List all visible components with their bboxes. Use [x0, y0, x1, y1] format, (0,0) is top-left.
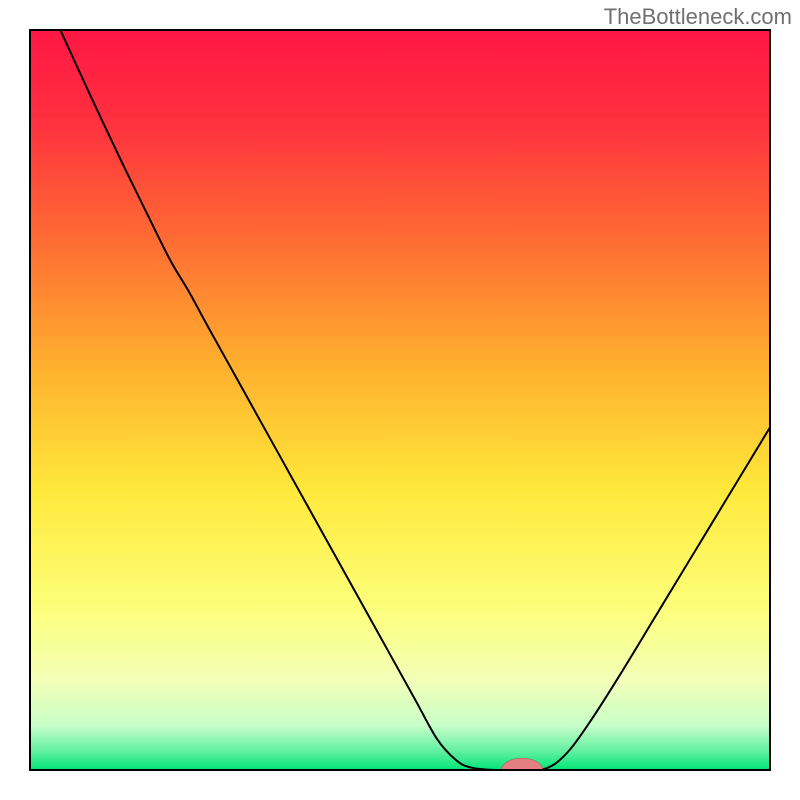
plot-area: [30, 30, 770, 782]
bottleneck-chart: [0, 0, 800, 800]
watermark-text: TheBottleneck.com: [604, 4, 792, 30]
gradient-background: [30, 30, 770, 770]
